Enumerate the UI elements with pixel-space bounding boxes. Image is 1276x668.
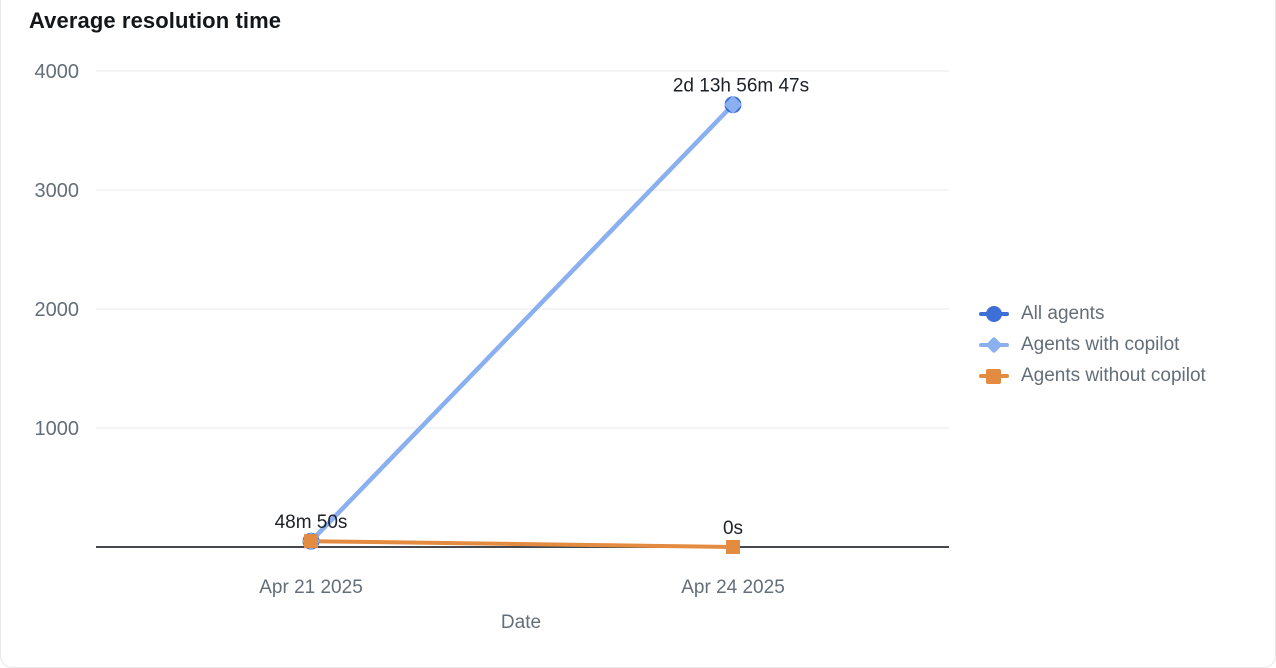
chart-legend: All agents Agents with copilot Agents with… (979, 303, 1206, 387)
legend-label: Agents with copilot (1021, 334, 1180, 355)
legend-label: All agents (1021, 303, 1105, 324)
circle-marker-icon (979, 305, 1009, 323)
data-point-agents-without-copilot-apr-21-2025[interactable] (304, 534, 318, 549)
diamond-marker-icon (979, 336, 1009, 354)
data-point-agents-without-copilot-apr-24-2025[interactable] (726, 540, 740, 554)
legend-item-agents-with-copilot[interactable]: Agents with copilot (979, 334, 1206, 356)
point-label-48m-50s: 48m 50s (275, 512, 348, 533)
square-marker-icon (979, 367, 1009, 385)
y-tick-label-4000: 4000 (35, 61, 80, 83)
y-tick-label-2000: 2000 (35, 299, 80, 321)
point-label-0s: 0s (723, 518, 743, 539)
x-tick-label-apr-24-2025: Apr 24 2025 (681, 577, 785, 598)
legend-label: Agents without copilot (1021, 365, 1206, 386)
y-tick-label-1000: 1000 (35, 418, 80, 440)
chart-title: Average resolution time (29, 8, 282, 33)
data-point-agents-with-copilot-apr-24-2025[interactable] (724, 96, 742, 114)
point-label-2d-13h-56m-47s: 2d 13h 56m 47s (673, 76, 809, 97)
legend-item-agents-without-copilot[interactable]: Agents without copilot (979, 365, 1206, 387)
series-line-agents-without-copilot (309, 539, 735, 549)
x-axis-title: Date (501, 612, 541, 633)
legend-item-all-agents[interactable]: All agents (979, 303, 1206, 325)
series-line-agents-with-copilot (308, 102, 736, 544)
x-tick-label-apr-21-2025: Apr 21 2025 (259, 577, 363, 598)
y-tick-label-3000: 3000 (35, 180, 80, 202)
